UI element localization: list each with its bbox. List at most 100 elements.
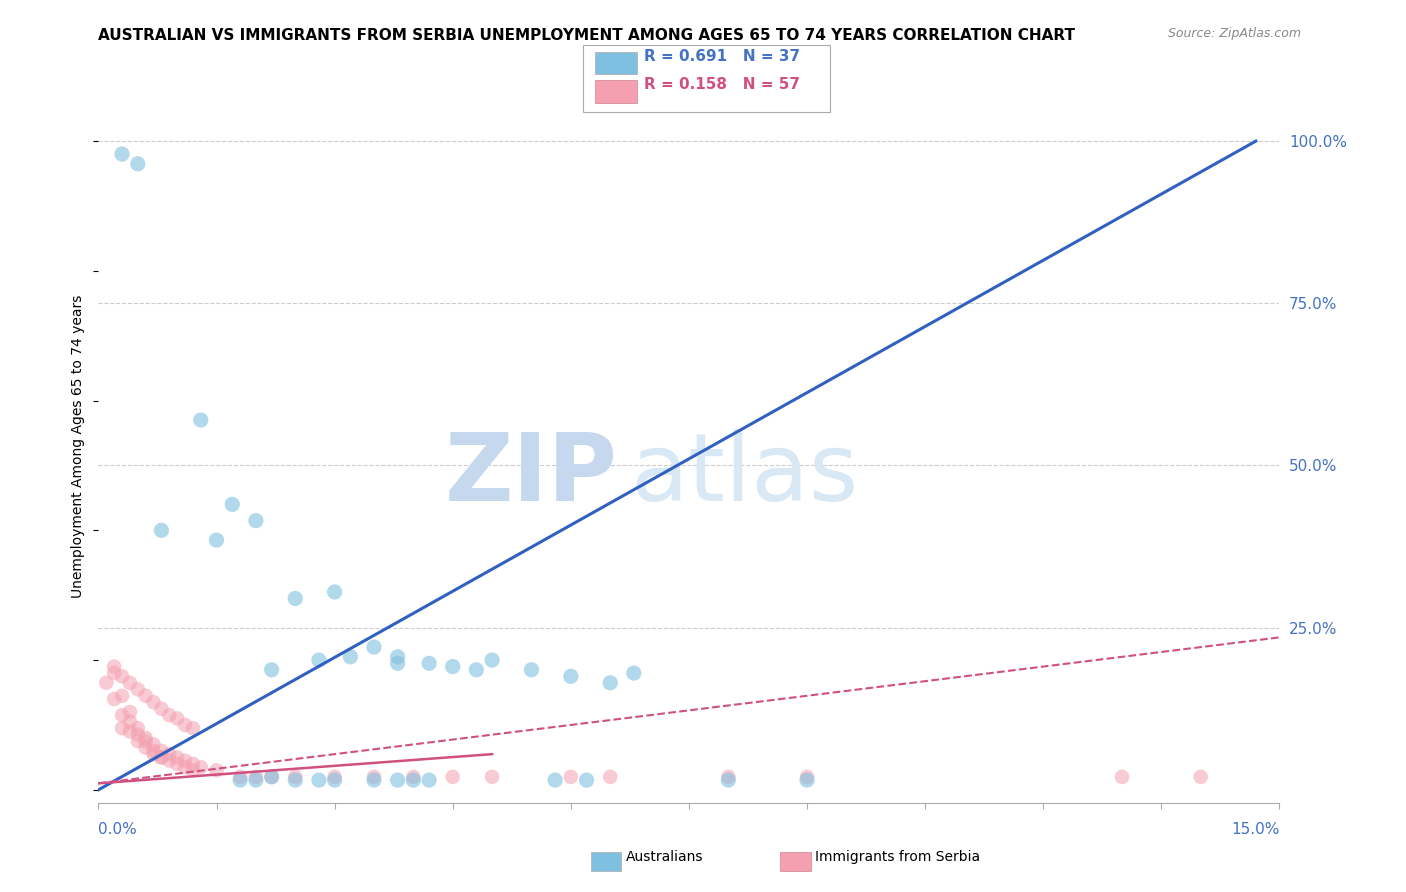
Point <box>260 663 283 677</box>
Point <box>127 728 149 742</box>
Point <box>135 740 157 755</box>
Point <box>96 675 118 690</box>
Point <box>174 760 197 774</box>
Text: ZIP: ZIP <box>446 428 619 521</box>
Point <box>560 770 582 784</box>
Point <box>245 773 267 788</box>
Point <box>157 754 180 768</box>
Point <box>323 770 346 784</box>
Point <box>229 770 252 784</box>
Text: Source: ZipAtlas.com: Source: ZipAtlas.com <box>1167 28 1301 40</box>
Point <box>166 711 188 725</box>
Text: Immigrants from Serbia: Immigrants from Serbia <box>815 850 980 863</box>
Point <box>441 659 464 673</box>
Point <box>229 773 252 788</box>
Point <box>1111 770 1133 784</box>
Point <box>142 738 165 752</box>
Text: AUSTRALIAN VS IMMIGRANTS FROM SERBIA UNEMPLOYMENT AMONG AGES 65 TO 74 YEARS CORR: AUSTRALIAN VS IMMIGRANTS FROM SERBIA UNE… <box>98 29 1076 43</box>
Point <box>481 653 503 667</box>
Point <box>520 663 543 677</box>
Point <box>599 675 621 690</box>
Point <box>111 147 134 161</box>
Point <box>103 659 125 673</box>
Point <box>118 714 141 729</box>
Point <box>111 721 134 735</box>
Point <box>796 770 818 784</box>
Y-axis label: Unemployment Among Ages 65 to 74 years: Unemployment Among Ages 65 to 74 years <box>72 294 86 598</box>
Point <box>544 773 567 788</box>
Point <box>150 702 173 716</box>
Point <box>174 718 197 732</box>
Point <box>560 669 582 683</box>
Point <box>118 724 141 739</box>
Point <box>284 591 307 606</box>
Point <box>166 750 188 764</box>
Point <box>103 692 125 706</box>
Point <box>205 764 228 778</box>
Point <box>118 675 141 690</box>
Point <box>465 663 488 677</box>
Point <box>127 157 149 171</box>
Text: 15.0%: 15.0% <box>1232 822 1279 837</box>
Point <box>118 705 141 719</box>
Text: atlas: atlas <box>630 428 858 521</box>
Point <box>150 750 173 764</box>
Point <box>418 657 440 671</box>
Point <box>190 760 212 774</box>
Point <box>190 413 212 427</box>
Point <box>402 770 425 784</box>
Point <box>481 770 503 784</box>
Point <box>221 497 243 511</box>
Point <box>402 773 425 788</box>
Point <box>142 695 165 709</box>
Point <box>127 734 149 748</box>
Point <box>323 773 346 788</box>
Point <box>245 770 267 784</box>
Point <box>142 744 165 758</box>
Point <box>796 773 818 788</box>
Point <box>181 721 204 735</box>
Point <box>127 721 149 735</box>
Point <box>111 689 134 703</box>
Point <box>599 770 621 784</box>
Point <box>135 734 157 748</box>
Point <box>181 764 204 778</box>
Point <box>260 770 283 784</box>
Point <box>418 773 440 788</box>
Point <box>260 770 283 784</box>
Point <box>150 744 173 758</box>
Point <box>157 747 180 761</box>
Point <box>111 669 134 683</box>
Point <box>150 750 173 764</box>
Point <box>717 770 740 784</box>
Point <box>111 708 134 723</box>
Point <box>308 773 330 788</box>
Text: R = 0.691   N = 37: R = 0.691 N = 37 <box>644 49 800 63</box>
Point <box>323 585 346 599</box>
Point <box>441 770 464 784</box>
Text: R = 0.158   N = 57: R = 0.158 N = 57 <box>644 78 800 92</box>
Point <box>387 773 409 788</box>
Text: Australians: Australians <box>626 850 703 863</box>
Point <box>135 731 157 745</box>
Point <box>150 524 173 538</box>
Point <box>363 773 385 788</box>
Point <box>205 533 228 547</box>
Point <box>363 770 385 784</box>
Point <box>103 666 125 681</box>
Point <box>717 773 740 788</box>
Point <box>308 653 330 667</box>
Point <box>575 773 598 788</box>
Point <box>284 770 307 784</box>
Point <box>157 708 180 723</box>
Point <box>284 773 307 788</box>
Point <box>387 657 409 671</box>
Text: 0.0%: 0.0% <box>98 822 138 837</box>
Point <box>142 747 165 761</box>
Point <box>245 514 267 528</box>
Point <box>181 756 204 771</box>
Point <box>135 689 157 703</box>
Point <box>339 649 361 664</box>
Point <box>174 754 197 768</box>
Point <box>127 682 149 697</box>
